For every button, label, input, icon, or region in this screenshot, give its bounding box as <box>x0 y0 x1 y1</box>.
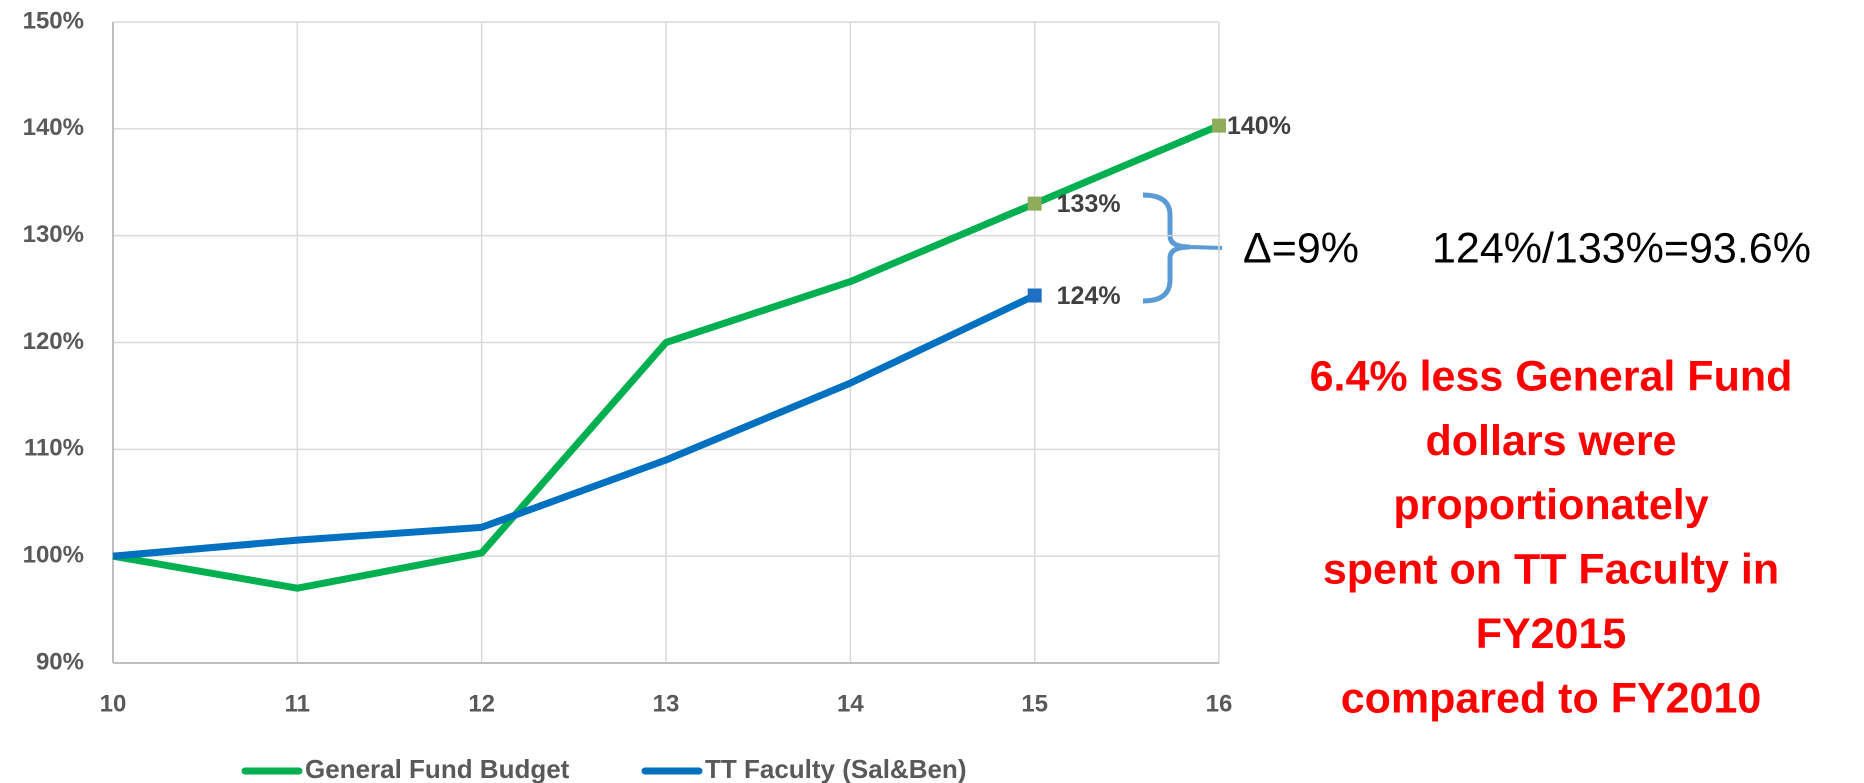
y-tick-label: 90% <box>36 648 84 675</box>
legend-label: General Fund Budget <box>305 754 570 783</box>
point-marker <box>1027 196 1042 211</box>
data-label: 140% <box>1227 112 1291 140</box>
conclusion-line: dollars were <box>1426 417 1677 465</box>
data-label: 133% <box>1057 190 1121 218</box>
conclusion-line: spent on TT Faculty in <box>1323 546 1779 594</box>
y-tick-label: 140% <box>23 114 84 141</box>
y-tick-label: 150% <box>23 7 84 34</box>
x-tick-label: 11 <box>285 690 310 717</box>
y-tick-label: 110% <box>24 435 84 462</box>
delta-note: Δ=9% <box>1243 224 1359 272</box>
ratio-note: 124%/133%=93.6% <box>1432 224 1811 272</box>
conclusion-line: 6.4% less General Fund <box>1310 352 1793 400</box>
data-label: 124% <box>1057 282 1121 310</box>
x-tick-label: 10 <box>100 690 127 717</box>
conclusion-line: FY2015 <box>1476 610 1627 658</box>
x-tick-label: 13 <box>653 690 680 717</box>
point-marker <box>1027 288 1042 303</box>
brace <box>1142 192 1191 304</box>
x-tick-label: 12 <box>468 690 495 717</box>
x-tick-label: 14 <box>837 690 864 717</box>
y-tick-label: 100% <box>23 542 84 569</box>
x-tick-label: 15 <box>1021 690 1048 717</box>
y-tick-label: 130% <box>23 221 84 248</box>
series-line <box>112 292 1037 560</box>
y-tick-label: 120% <box>23 328 84 355</box>
legend-label: TT Faculty (Sal&Ben) <box>705 754 966 783</box>
point-marker <box>1212 118 1226 133</box>
conclusion-line: proportionately <box>1393 481 1708 529</box>
x-tick-label: 16 <box>1206 690 1233 717</box>
conclusion-line: compared to FY2010 <box>1341 674 1762 722</box>
brace-pointer <box>1189 245 1223 250</box>
